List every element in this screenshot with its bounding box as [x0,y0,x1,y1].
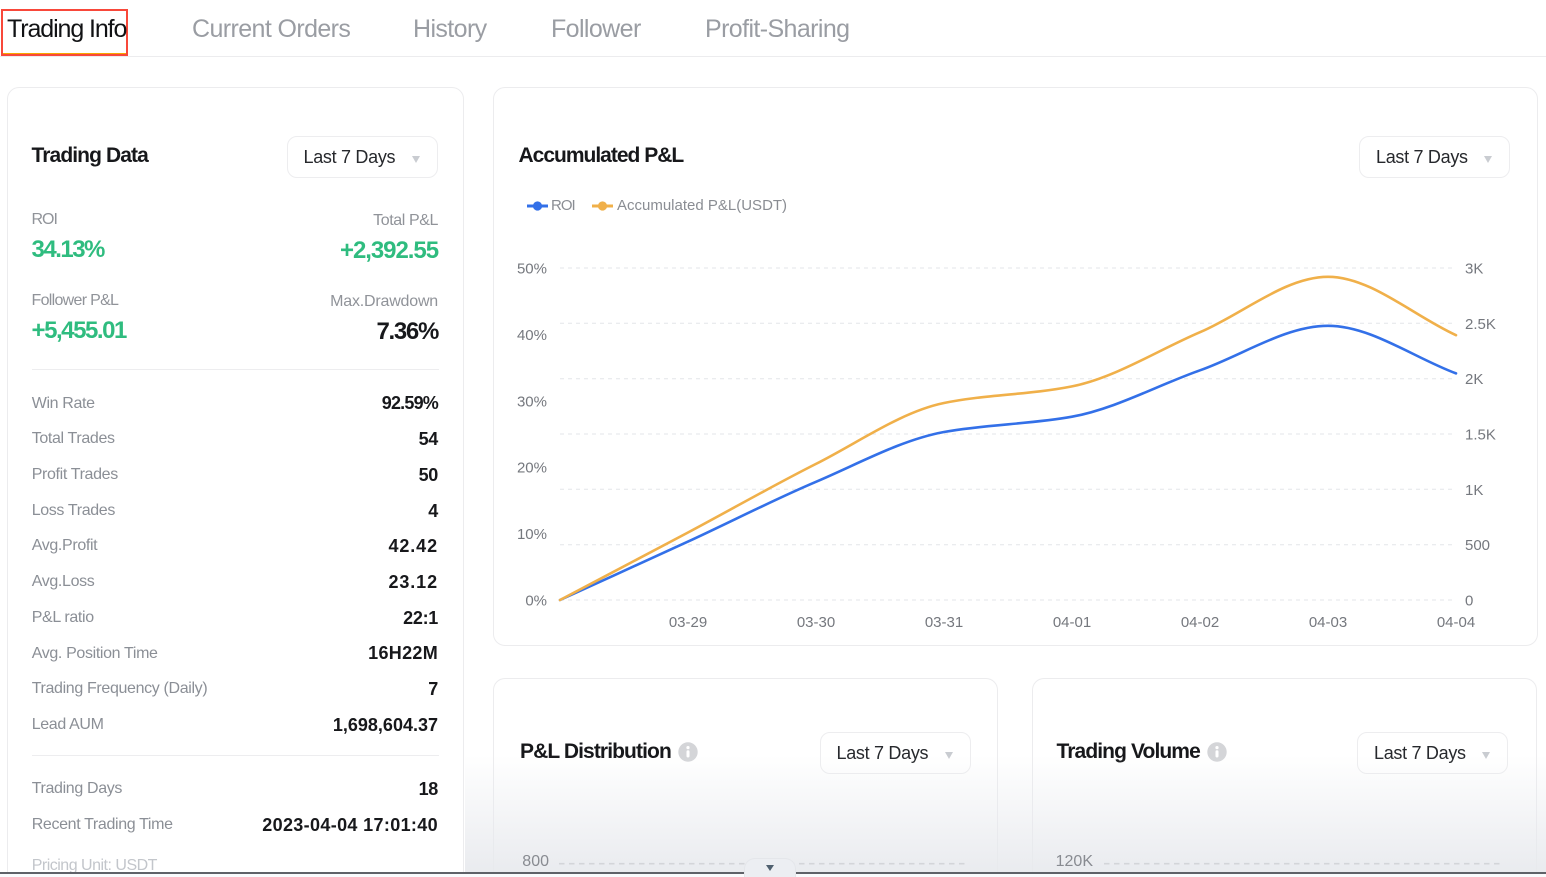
svg-text:04-02: 04-02 [1181,614,1219,631]
svg-text:500: 500 [1465,537,1490,554]
svg-text:20%: 20% [517,460,547,477]
svg-text:1.5K: 1.5K [1465,427,1496,444]
svg-text:3K: 3K [1465,261,1483,278]
svg-text:2K: 2K [1465,371,1483,388]
svg-text:40%: 40% [517,327,547,344]
svg-text:03-29: 03-29 [669,614,707,631]
svg-text:50%: 50% [517,261,547,278]
svg-text:30%: 30% [517,393,547,410]
svg-text:0%: 0% [525,593,547,610]
svg-text:0: 0 [1465,593,1473,610]
svg-text:03-31: 03-31 [925,614,963,631]
svg-text:1K: 1K [1465,482,1483,499]
svg-text:04-03: 04-03 [1309,614,1347,631]
svg-text:03-30: 03-30 [797,614,835,631]
svg-text:2.5K: 2.5K [1465,316,1496,333]
svg-text:10%: 10% [517,526,547,543]
svg-text:04-04: 04-04 [1437,614,1475,631]
svg-text:04-01: 04-01 [1053,614,1091,631]
